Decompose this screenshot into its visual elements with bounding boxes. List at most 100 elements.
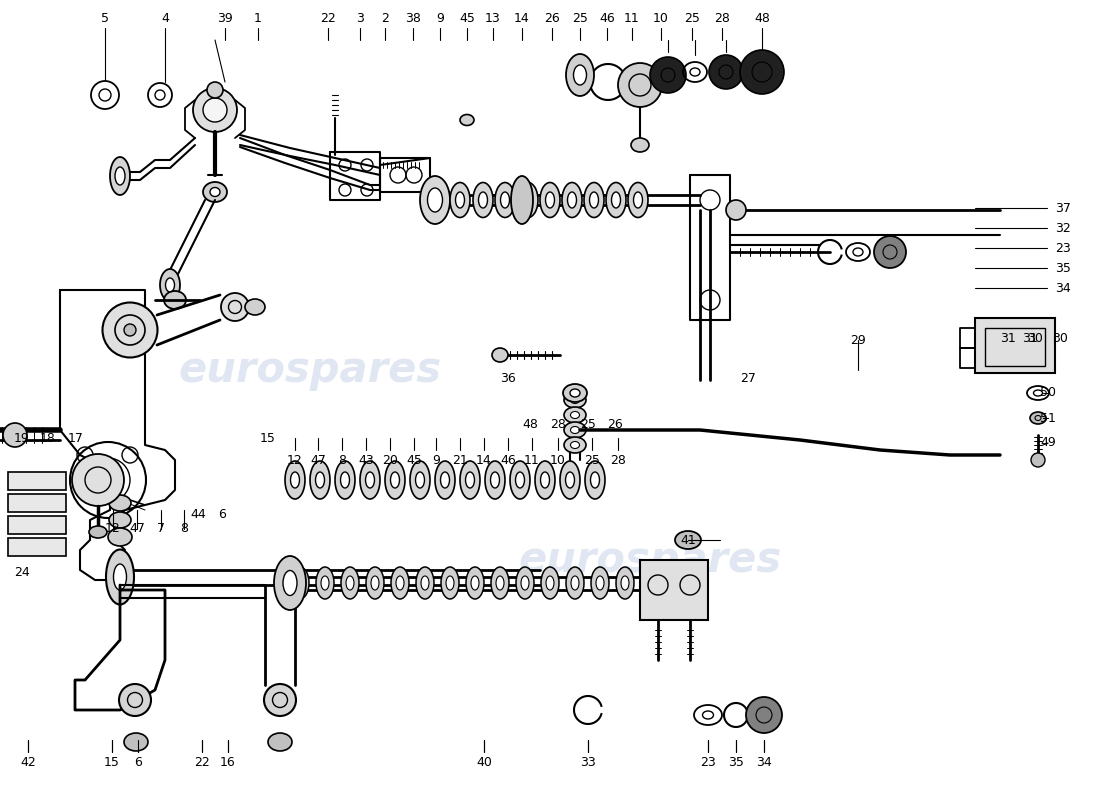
Bar: [975, 318, 1055, 373]
Text: 19: 19: [14, 431, 30, 445]
Text: 46: 46: [500, 454, 516, 466]
Text: 21: 21: [452, 454, 468, 466]
Ellipse shape: [124, 324, 136, 336]
Text: 13: 13: [485, 11, 501, 25]
Text: 26: 26: [544, 11, 560, 25]
Ellipse shape: [160, 269, 180, 301]
Ellipse shape: [491, 567, 509, 599]
Text: 25: 25: [684, 11, 700, 25]
Text: 8: 8: [180, 522, 188, 535]
Ellipse shape: [634, 192, 642, 208]
Ellipse shape: [596, 576, 604, 590]
Ellipse shape: [562, 182, 582, 218]
Ellipse shape: [396, 576, 404, 590]
Ellipse shape: [571, 442, 580, 449]
Ellipse shape: [245, 299, 265, 315]
Ellipse shape: [591, 567, 609, 599]
Text: 41: 41: [680, 534, 696, 546]
Ellipse shape: [518, 182, 538, 218]
Circle shape: [207, 82, 223, 98]
Ellipse shape: [485, 461, 505, 499]
Text: eurospares: eurospares: [178, 349, 441, 391]
Ellipse shape: [591, 472, 600, 488]
Ellipse shape: [621, 576, 629, 590]
Bar: [984, 328, 1045, 366]
Ellipse shape: [471, 576, 478, 590]
Ellipse shape: [109, 512, 131, 528]
Text: 48: 48: [522, 418, 538, 430]
Text: 25: 25: [584, 454, 600, 466]
Text: 34: 34: [756, 755, 772, 769]
Ellipse shape: [416, 472, 425, 488]
Text: 20: 20: [382, 454, 398, 466]
Circle shape: [874, 236, 906, 268]
Text: 48: 48: [755, 11, 770, 25]
Ellipse shape: [524, 192, 532, 208]
Circle shape: [726, 200, 746, 220]
Ellipse shape: [316, 472, 324, 488]
Ellipse shape: [540, 472, 550, 488]
Ellipse shape: [446, 576, 454, 590]
Text: 34: 34: [1055, 282, 1070, 294]
Text: 3: 3: [356, 11, 364, 25]
Ellipse shape: [466, 567, 484, 599]
Ellipse shape: [410, 461, 430, 499]
Ellipse shape: [496, 576, 504, 590]
Ellipse shape: [366, 567, 384, 599]
Text: 8: 8: [338, 454, 346, 466]
Circle shape: [618, 63, 662, 107]
Ellipse shape: [390, 472, 399, 488]
Circle shape: [1031, 453, 1045, 467]
Ellipse shape: [341, 567, 359, 599]
Ellipse shape: [465, 472, 474, 488]
Ellipse shape: [371, 576, 380, 590]
Text: 35: 35: [728, 755, 744, 769]
Bar: [8, 472, 66, 490]
Ellipse shape: [500, 192, 509, 208]
Text: 38: 38: [405, 11, 421, 25]
Text: 45: 45: [406, 454, 422, 466]
Ellipse shape: [565, 472, 574, 488]
Text: 23: 23: [1055, 242, 1070, 254]
Ellipse shape: [285, 461, 305, 499]
Ellipse shape: [521, 576, 529, 590]
Text: 39: 39: [217, 11, 233, 25]
Text: 32: 32: [1055, 222, 1070, 234]
Text: 9: 9: [432, 454, 440, 466]
Ellipse shape: [460, 114, 474, 126]
Ellipse shape: [631, 138, 649, 152]
Text: 18: 18: [40, 431, 56, 445]
Ellipse shape: [385, 461, 405, 499]
Text: 4: 4: [161, 11, 169, 25]
Circle shape: [746, 697, 782, 733]
Ellipse shape: [570, 389, 580, 397]
Ellipse shape: [571, 426, 580, 434]
Text: 2: 2: [381, 11, 389, 25]
Ellipse shape: [516, 567, 534, 599]
Bar: [8, 494, 66, 512]
Ellipse shape: [268, 733, 292, 751]
Ellipse shape: [535, 461, 556, 499]
Ellipse shape: [204, 182, 227, 202]
Circle shape: [710, 55, 742, 89]
Text: 6: 6: [134, 755, 142, 769]
Text: 25: 25: [580, 418, 596, 430]
Text: 22: 22: [320, 11, 336, 25]
Text: 46: 46: [600, 11, 615, 25]
Text: 51: 51: [1041, 411, 1056, 425]
Text: 40: 40: [476, 755, 492, 769]
Text: 17: 17: [68, 431, 84, 445]
Ellipse shape: [564, 437, 586, 453]
Ellipse shape: [346, 576, 354, 590]
Text: 23: 23: [700, 755, 716, 769]
Text: 11: 11: [524, 454, 540, 466]
Text: 28: 28: [610, 454, 626, 466]
Ellipse shape: [321, 576, 329, 590]
Text: 6: 6: [218, 507, 226, 521]
Ellipse shape: [566, 567, 584, 599]
Text: 5: 5: [101, 11, 109, 25]
Ellipse shape: [110, 157, 130, 195]
Ellipse shape: [571, 411, 580, 418]
Ellipse shape: [568, 192, 576, 208]
Ellipse shape: [360, 461, 379, 499]
